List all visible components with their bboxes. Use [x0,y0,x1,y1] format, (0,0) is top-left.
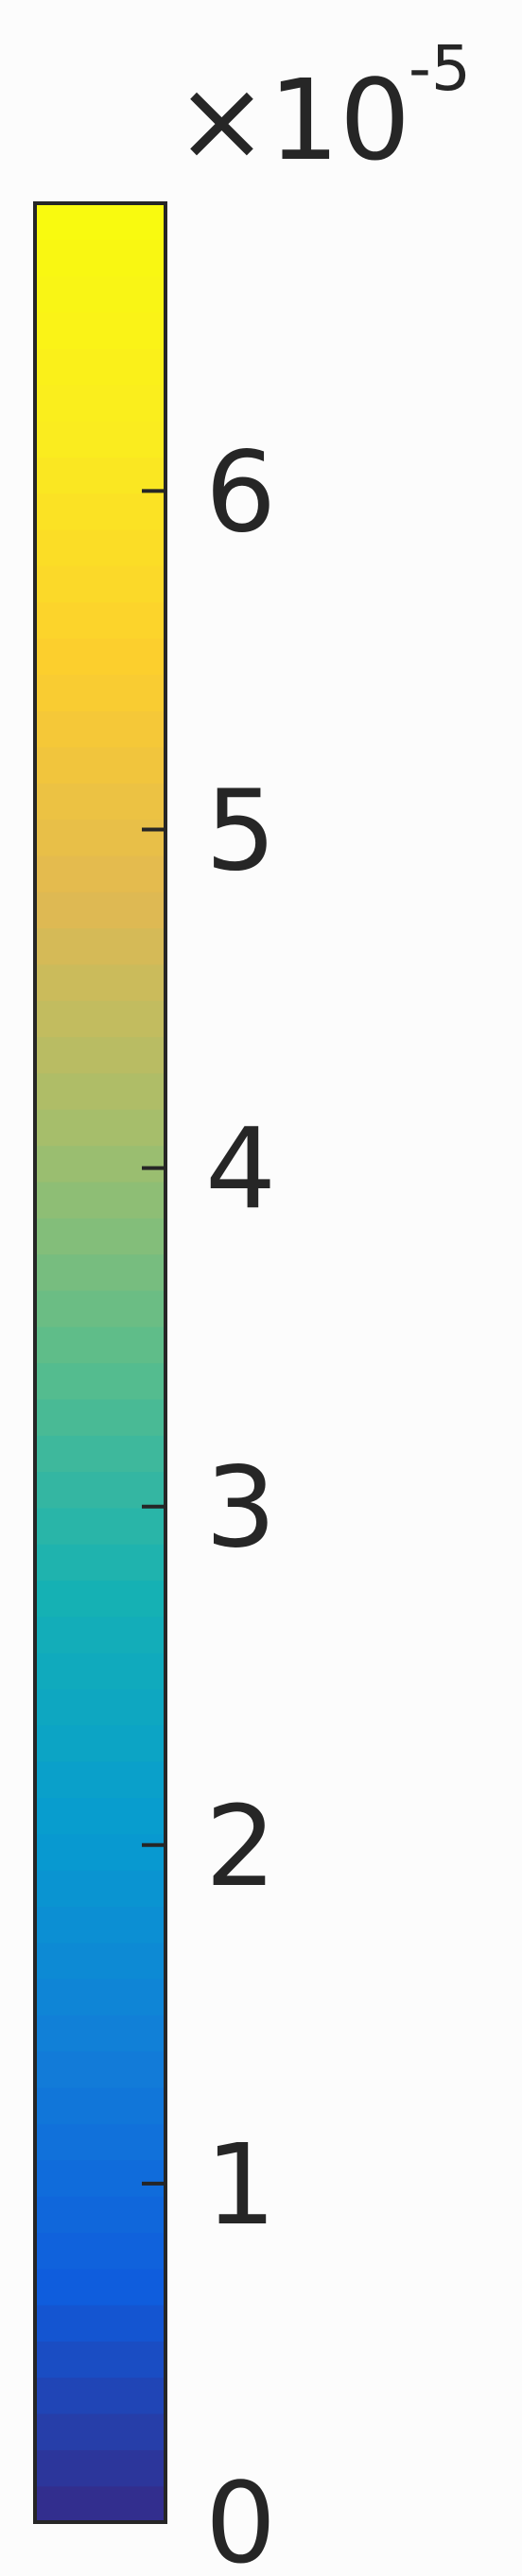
colorbar-band [35,819,165,856]
colorbar-band [35,1797,165,1835]
colorbar-band [35,2232,165,2270]
colorbar-band [35,1362,165,1400]
colorbar-band [35,384,165,422]
colorbar-band [35,1000,165,1038]
colorbar-band [35,1326,165,1364]
colorbar-band [35,746,165,784]
colorbar-band [35,1398,165,1436]
colorbar-band [35,1724,165,1762]
colorbar-tick-label: 6 [205,426,276,557]
colorbar-band [35,2050,165,2088]
colorbar-tick-label: 3 [205,1443,276,1573]
colorbar-gradient [35,203,165,2523]
colorbar-frame [33,201,167,2524]
colorbar-band [35,1072,165,1110]
colorbar-tick-label: 0 [205,2458,276,2576]
colorbar-band [35,1870,165,1908]
colorbar-band [35,2159,165,2197]
colorbar-ticks [142,489,165,2186]
colorbar-band [35,565,165,603]
colorbar-band [35,2449,165,2487]
colorbar-tick-labels: 0 1 2 3 4 5 6 [205,426,276,2576]
colorbar-band [35,203,165,240]
colorbar-band [35,1036,165,1074]
colorbar-band [35,674,165,712]
colorbar-band [35,1435,165,1473]
colorbar-band [35,2268,165,2306]
colorbar-band [35,1471,165,1509]
colorbar-band [35,963,165,1001]
colorbar-band [35,891,165,929]
colorbar-band [35,1289,165,1327]
colorbar-band [35,348,165,386]
colorbar-tick-label: 5 [205,765,276,895]
colorbar-band [35,420,165,458]
colorbar-band [35,2485,165,2523]
colorbar-band [35,2377,165,2414]
colorbar-tick-label: 2 [205,1781,276,1911]
colorbar-band [35,1906,165,1944]
colorbar-band [35,1218,165,1255]
exponent-power: -5 [409,32,471,105]
colorbar-band [35,1580,165,1617]
colorbar-band [35,637,165,675]
colorbar-band [35,1145,165,1183]
colorbar-tick-label: 1 [205,2119,276,2250]
colorbar-band [35,927,165,965]
colorbar-band [35,528,165,566]
colorbar-band [35,1181,165,1219]
colorbar-band [35,1507,165,1545]
colorbar-band [35,2123,165,2161]
colorbar-tick-label: 4 [205,1104,276,1235]
colorbar-band [35,1688,165,1726]
colorbar-band [35,311,165,349]
colorbar-band [35,1833,165,1871]
colorbar-band [35,1761,165,1799]
colorbar-band [35,2087,165,2124]
colorbar-band [35,2341,165,2378]
colorbar-band [35,2413,165,2450]
colorbar-band [35,2196,165,2233]
colorbar-band [35,493,165,530]
colorbar-band [35,1109,165,1147]
colorbar-band [35,2305,165,2342]
colorbar-band [35,457,165,494]
colorbar-band [35,855,165,892]
colorbar-band [35,783,165,821]
colorbar-band [35,239,165,277]
colorbar-band [35,2014,165,2052]
colorbar-band [35,601,165,639]
exponent-label: ×10 [175,55,410,185]
colorbar-band [35,1942,165,1980]
colorbar-band [35,1979,165,2016]
colorbar-band [35,1544,165,1582]
exponent-base: ×10 [175,55,410,185]
colorbar-band [35,275,165,313]
colorbar-band [35,1616,165,1653]
colorbar-band [35,710,165,748]
colorbar-band [35,1253,165,1291]
colorbar-band [35,1652,165,1690]
